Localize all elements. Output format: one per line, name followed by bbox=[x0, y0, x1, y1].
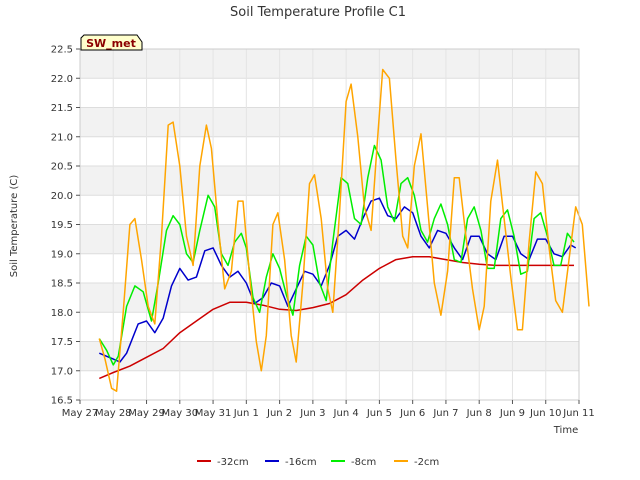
y-axis-ticks: 16.5 17.0 17.5 18.0 18.5 19.0 19.5 20.0 20.5 21.0… bbox=[51, 45, 80, 407]
legend: -32cm -16cm -8cm -2cm bbox=[197, 457, 439, 468]
x-tick-label: Jun 11 bbox=[562, 408, 595, 419]
legend-label-16cm: -16cm bbox=[285, 457, 317, 468]
x-tick-label: May 28 bbox=[95, 408, 132, 419]
y-tick-label: 19.5 bbox=[51, 220, 73, 231]
plot-band bbox=[80, 370, 579, 400]
y-tick-label: 20.0 bbox=[51, 191, 73, 202]
y-tick-label: 18.0 bbox=[51, 308, 73, 319]
series-line-32cm bbox=[99, 255, 574, 380]
x-tick-label: Jun 4 bbox=[333, 408, 359, 419]
legend-label-8cm: -8cm bbox=[351, 457, 376, 468]
site-badge-label: SW_met bbox=[86, 37, 136, 50]
x-tick-label: Jun 3 bbox=[299, 408, 325, 419]
plot-band bbox=[80, 78, 579, 108]
legend-label-32cm: -32cm bbox=[217, 457, 249, 468]
y-tick-label: 21.5 bbox=[51, 103, 73, 114]
x-tick-label: Jun 8 bbox=[466, 408, 492, 419]
y-tick-label: 22.5 bbox=[51, 45, 73, 56]
site-badge: SW_met bbox=[80, 34, 143, 51]
x-tick-label: Jun 10 bbox=[529, 408, 562, 419]
x-tick-label: Jun 1 bbox=[233, 408, 259, 419]
x-tick-label: Jun 2 bbox=[266, 408, 292, 419]
y-tick-label: 16.5 bbox=[51, 396, 73, 407]
x-tick-label: Jun 9 bbox=[499, 408, 525, 419]
y-tick-label: 17.5 bbox=[51, 337, 73, 348]
x-tick-label: May 30 bbox=[162, 408, 199, 419]
x-tick-label: Jun 5 bbox=[366, 408, 392, 419]
y-tick-label: 19.0 bbox=[51, 249, 73, 260]
site-badge-shape bbox=[80, 34, 143, 51]
plot-band bbox=[80, 341, 579, 371]
plot-band bbox=[80, 224, 579, 254]
y-tick-label: 18.5 bbox=[51, 279, 73, 290]
x-tick-label: May 31 bbox=[195, 408, 232, 419]
y-tick-label: 21.0 bbox=[51, 132, 73, 143]
plot-band bbox=[80, 107, 579, 137]
legend-label-2cm: -2cm bbox=[414, 457, 439, 468]
plot-band bbox=[80, 166, 579, 196]
x-tick-label: Jun 6 bbox=[399, 408, 425, 419]
series-lines bbox=[98, 68, 590, 392]
plot-band bbox=[80, 136, 579, 166]
y-tick-label: 22.0 bbox=[51, 74, 73, 85]
plot-band bbox=[80, 49, 579, 79]
series-line-16cm bbox=[99, 197, 577, 363]
series-line-2cm bbox=[98, 68, 590, 392]
x-tick-label: Jun 7 bbox=[432, 408, 458, 419]
y-tick-label: 17.0 bbox=[51, 366, 73, 377]
y-axis-label: Soil Temperature (C) bbox=[9, 175, 20, 278]
x-axis-label: Time bbox=[553, 425, 578, 436]
x-tick-label: May 29 bbox=[128, 408, 165, 419]
y-tick-label: 20.5 bbox=[51, 162, 73, 173]
chart-title: Soil Temperature Profile C1 bbox=[230, 5, 406, 20]
x-tick-label: May 27 bbox=[62, 408, 99, 419]
